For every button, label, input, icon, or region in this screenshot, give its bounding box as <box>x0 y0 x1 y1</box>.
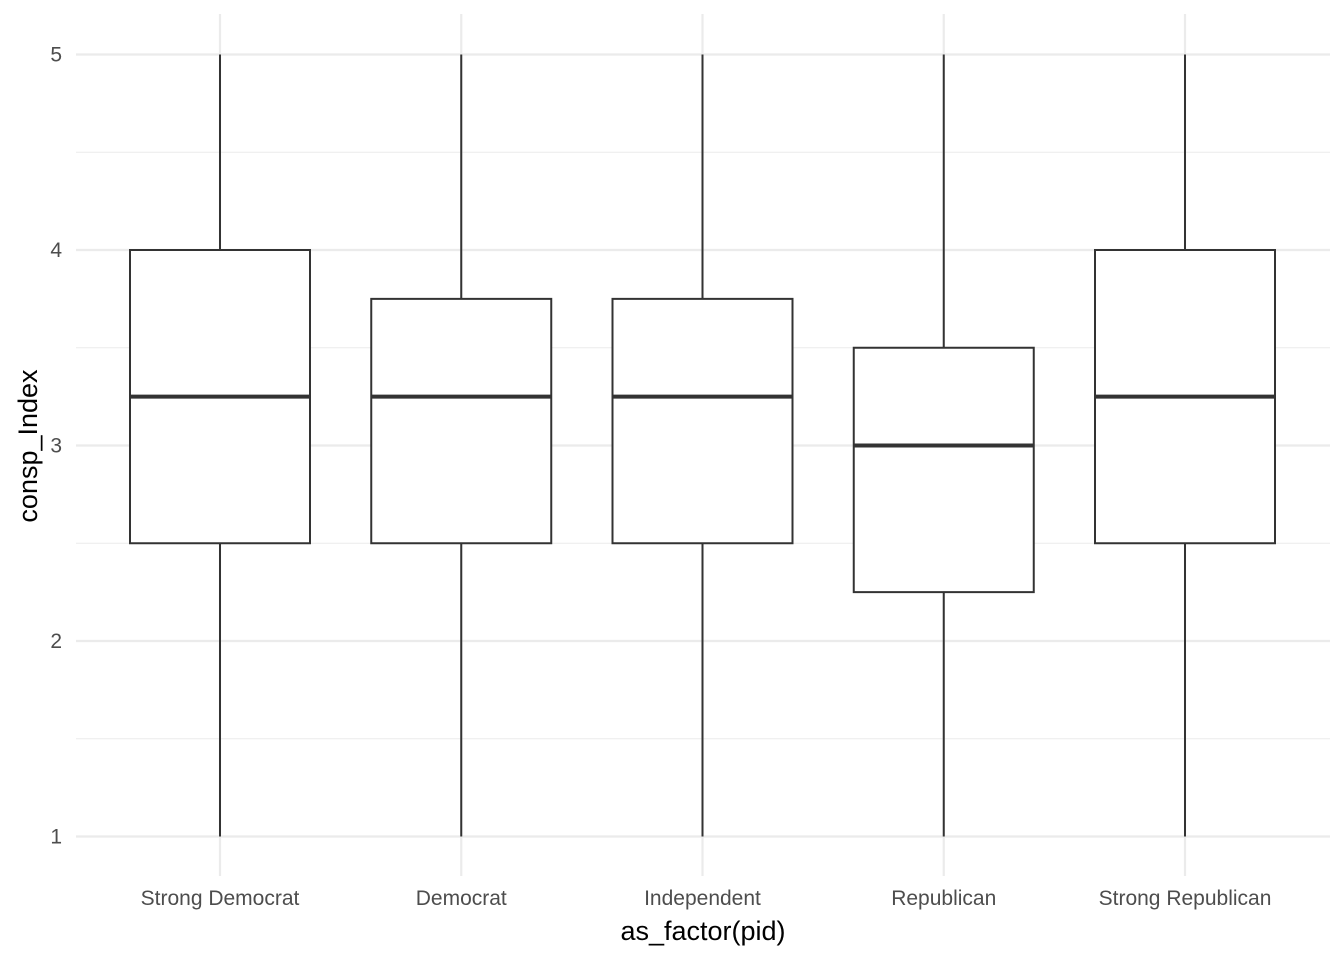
x-axis-ticks: Strong Democrat Democrat Independent Republ… <box>141 887 1272 910</box>
y-tick-label: 5 <box>50 44 62 67</box>
iqr-box <box>611 297 794 545</box>
y-tick-label: 2 <box>50 630 62 653</box>
boxes <box>129 54 1276 837</box>
box-strong-democrat <box>129 54 311 837</box>
box-strong-republican <box>1094 54 1276 837</box>
y-tick-label: 3 <box>50 435 62 458</box>
iqr-box <box>370 297 553 545</box>
x-tick-label: Democrat <box>416 887 507 910</box>
x-tick-label: Independent <box>644 887 761 910</box>
box-republican <box>852 54 1035 837</box>
y-axis-title: consp_Index <box>13 369 43 523</box>
x-tick-label: Strong Republican <box>1099 887 1272 910</box>
y-tick-label: 4 <box>50 239 62 262</box>
x-tick-label: Republican <box>891 887 996 910</box>
box-independent <box>611 54 794 837</box>
x-axis-title: as_factor(pid) <box>620 916 785 946</box>
y-axis-ticks: 1 2 3 4 5 <box>50 44 62 849</box>
iqr-box <box>852 346 1035 594</box>
box-democrat <box>370 54 553 837</box>
x-tick-label: Strong Democrat <box>141 887 300 910</box>
y-tick-label: 1 <box>50 826 62 849</box>
